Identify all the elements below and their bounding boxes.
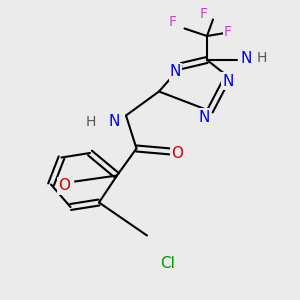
Text: H: H bbox=[256, 52, 267, 65]
Text: N: N bbox=[108, 114, 120, 129]
Text: Cl: Cl bbox=[160, 256, 175, 272]
Text: O: O bbox=[58, 178, 70, 194]
Text: N: N bbox=[170, 64, 181, 80]
Text: F: F bbox=[200, 7, 208, 20]
Text: F: F bbox=[169, 16, 176, 29]
Text: N: N bbox=[198, 110, 210, 124]
Text: N: N bbox=[222, 74, 234, 88]
Text: H: H bbox=[85, 115, 96, 128]
Text: O: O bbox=[171, 146, 183, 160]
Text: N: N bbox=[240, 51, 251, 66]
Text: F: F bbox=[224, 25, 232, 38]
